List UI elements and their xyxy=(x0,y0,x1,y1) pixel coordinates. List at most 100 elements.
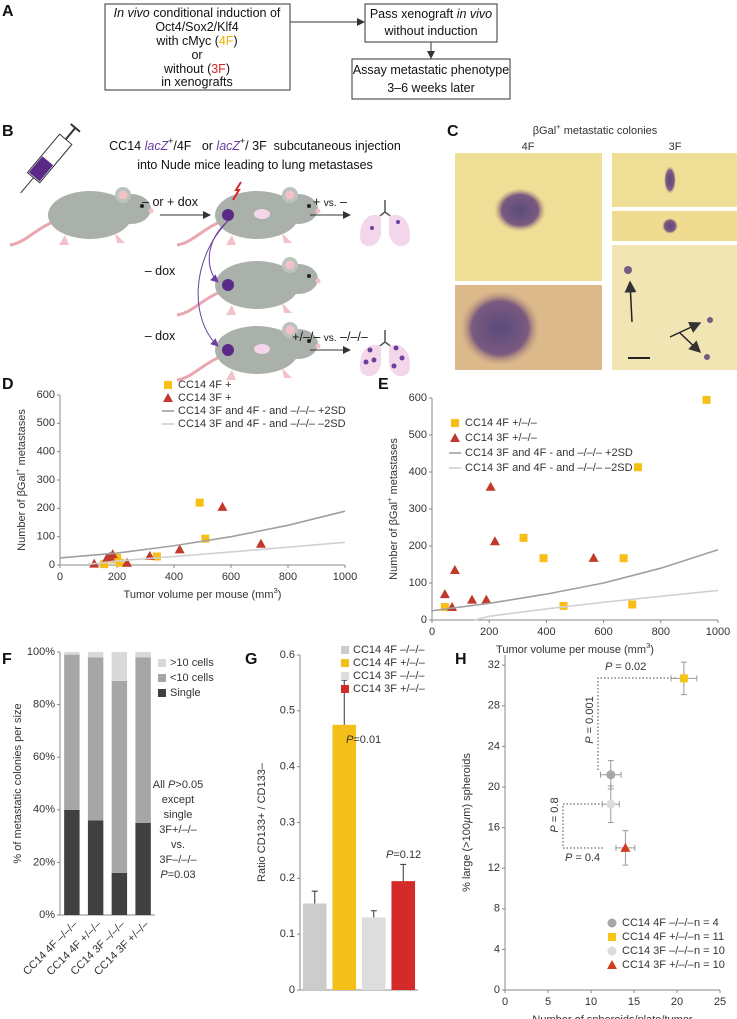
bar-segment xyxy=(64,654,80,810)
error-bar xyxy=(370,910,377,918)
y-tick-label: 600 xyxy=(37,389,55,401)
text-segment: Number of βGal xyxy=(16,473,28,551)
text-segment: P xyxy=(565,852,573,864)
bar xyxy=(361,917,386,990)
lung-mini xyxy=(254,344,270,354)
y-tick-label: 12 xyxy=(488,862,500,874)
y-tick-label: 600 xyxy=(409,392,427,404)
annotation: P=0.03 xyxy=(160,869,195,881)
box-text: without (3F) xyxy=(163,62,230,76)
text-segment: βGal xyxy=(533,125,556,137)
text-segment: /4F or xyxy=(173,139,216,153)
y-axis-label: Number of βGal+ metastases xyxy=(13,409,28,551)
point xyxy=(606,799,616,809)
bar-segment xyxy=(64,809,80,915)
text-segment: m) spheroids xyxy=(461,753,473,817)
colony xyxy=(494,188,546,232)
text-segment: ) xyxy=(233,34,237,48)
text-segment: = 0.02 xyxy=(612,661,646,673)
y-tick-label: 400 xyxy=(37,446,55,458)
legend-label: CC14 4F –/–/– xyxy=(622,917,694,929)
text-segment: P xyxy=(386,849,394,861)
x-axis-label: Tumor volume per mouse (mm3) xyxy=(496,641,654,656)
point xyxy=(439,589,450,599)
text-segment: P xyxy=(160,869,168,881)
text-segment: ) xyxy=(650,644,654,656)
text-segment: % large (>100 xyxy=(461,823,473,892)
point xyxy=(440,603,449,612)
legend-label: CC14 3F –/–/– xyxy=(353,670,425,682)
text-segment: Ratio CD133+ / CD133– xyxy=(256,762,268,882)
x-tick-label: 600 xyxy=(222,571,240,583)
text-segment: = 0.4 xyxy=(572,852,600,864)
text-segment: P xyxy=(168,779,176,791)
text-segment: + xyxy=(313,195,324,209)
text-segment: = 0.001 xyxy=(584,696,596,736)
y-tick-label: 60% xyxy=(33,751,55,763)
colony xyxy=(664,166,676,194)
point xyxy=(195,498,204,507)
point xyxy=(121,557,132,567)
legend-label: CC14 4F +/–/– xyxy=(353,657,426,669)
line xyxy=(88,541,346,565)
point xyxy=(519,533,528,542)
point xyxy=(485,481,496,491)
bar-segment xyxy=(111,652,128,681)
y-tick-label: 200 xyxy=(37,502,55,514)
text-segment: + xyxy=(556,122,561,131)
line xyxy=(474,589,719,621)
legend-label: CC14 3F –/–/– xyxy=(622,945,694,957)
comparison-bracket xyxy=(562,803,605,849)
point xyxy=(606,770,616,780)
panel-title: βGal+ metastatic colonies xyxy=(533,122,658,137)
legend-label: CC14 4F + xyxy=(178,379,232,391)
y-tick-label: 0.6 xyxy=(280,649,295,661)
colony xyxy=(662,218,678,234)
legend-label: CC14 3F +/–/– xyxy=(353,683,426,695)
text-segment: Tumor volume per mouse (mm xyxy=(496,644,646,656)
legend-swatch xyxy=(158,659,166,667)
tumor xyxy=(222,279,234,291)
text-segment: – or + dox xyxy=(142,195,199,209)
point xyxy=(608,933,616,941)
text-segment: lacZ xyxy=(216,139,240,153)
panel-c: βGal+ metastatic colonies 4F 3F xyxy=(455,122,737,370)
annotation: vs. xyxy=(171,839,185,851)
text-segment: conditional induction of xyxy=(150,6,281,20)
text-segment: without induction xyxy=(383,24,477,38)
text-segment: vs. xyxy=(324,198,337,209)
text-segment: 3F–/–/– xyxy=(159,854,197,866)
y-axis-label: % large (>100µm) spheroids xyxy=(461,753,473,892)
x-tick-label: 10 xyxy=(585,996,597,1008)
text-segment: In vivo xyxy=(114,6,150,20)
step-label: + vs. – xyxy=(313,195,347,209)
text-segment: / 3F subcutaneous injection xyxy=(245,139,401,153)
y-tick-label: 40% xyxy=(33,804,55,816)
box xyxy=(104,3,291,91)
y-tick-label: 0.3 xyxy=(280,816,295,828)
arrow xyxy=(624,280,637,323)
panel-label: D xyxy=(2,376,14,393)
point xyxy=(115,558,124,567)
point xyxy=(449,565,460,575)
colony xyxy=(704,354,710,360)
y-tick-label: 20% xyxy=(33,856,55,868)
text-segment: CC14 xyxy=(109,139,144,153)
y-tick-label: 0.5 xyxy=(280,705,295,717)
y-tick-label: 20 xyxy=(488,781,500,793)
x-tick-label: 200 xyxy=(108,571,126,583)
x-tick-label: 0 xyxy=(57,571,63,583)
y-tick-label: 28 xyxy=(488,700,500,712)
bar xyxy=(302,903,327,990)
colony xyxy=(624,266,632,274)
legend-label: CC14 3F and 4F - and –/–/– +2SD xyxy=(465,447,633,459)
text-segment: lacZ xyxy=(145,139,169,153)
text-segment: single xyxy=(164,809,193,821)
x-tick-label: 0 xyxy=(429,626,435,638)
legend-label: <10 cells xyxy=(170,672,214,684)
box-text: Oct4/Sox2/Klf4 xyxy=(155,20,238,34)
x-axis-label: Number of spheroids/plate/tumor xyxy=(532,1014,693,1019)
bar-segment xyxy=(135,657,151,823)
point xyxy=(620,842,631,852)
